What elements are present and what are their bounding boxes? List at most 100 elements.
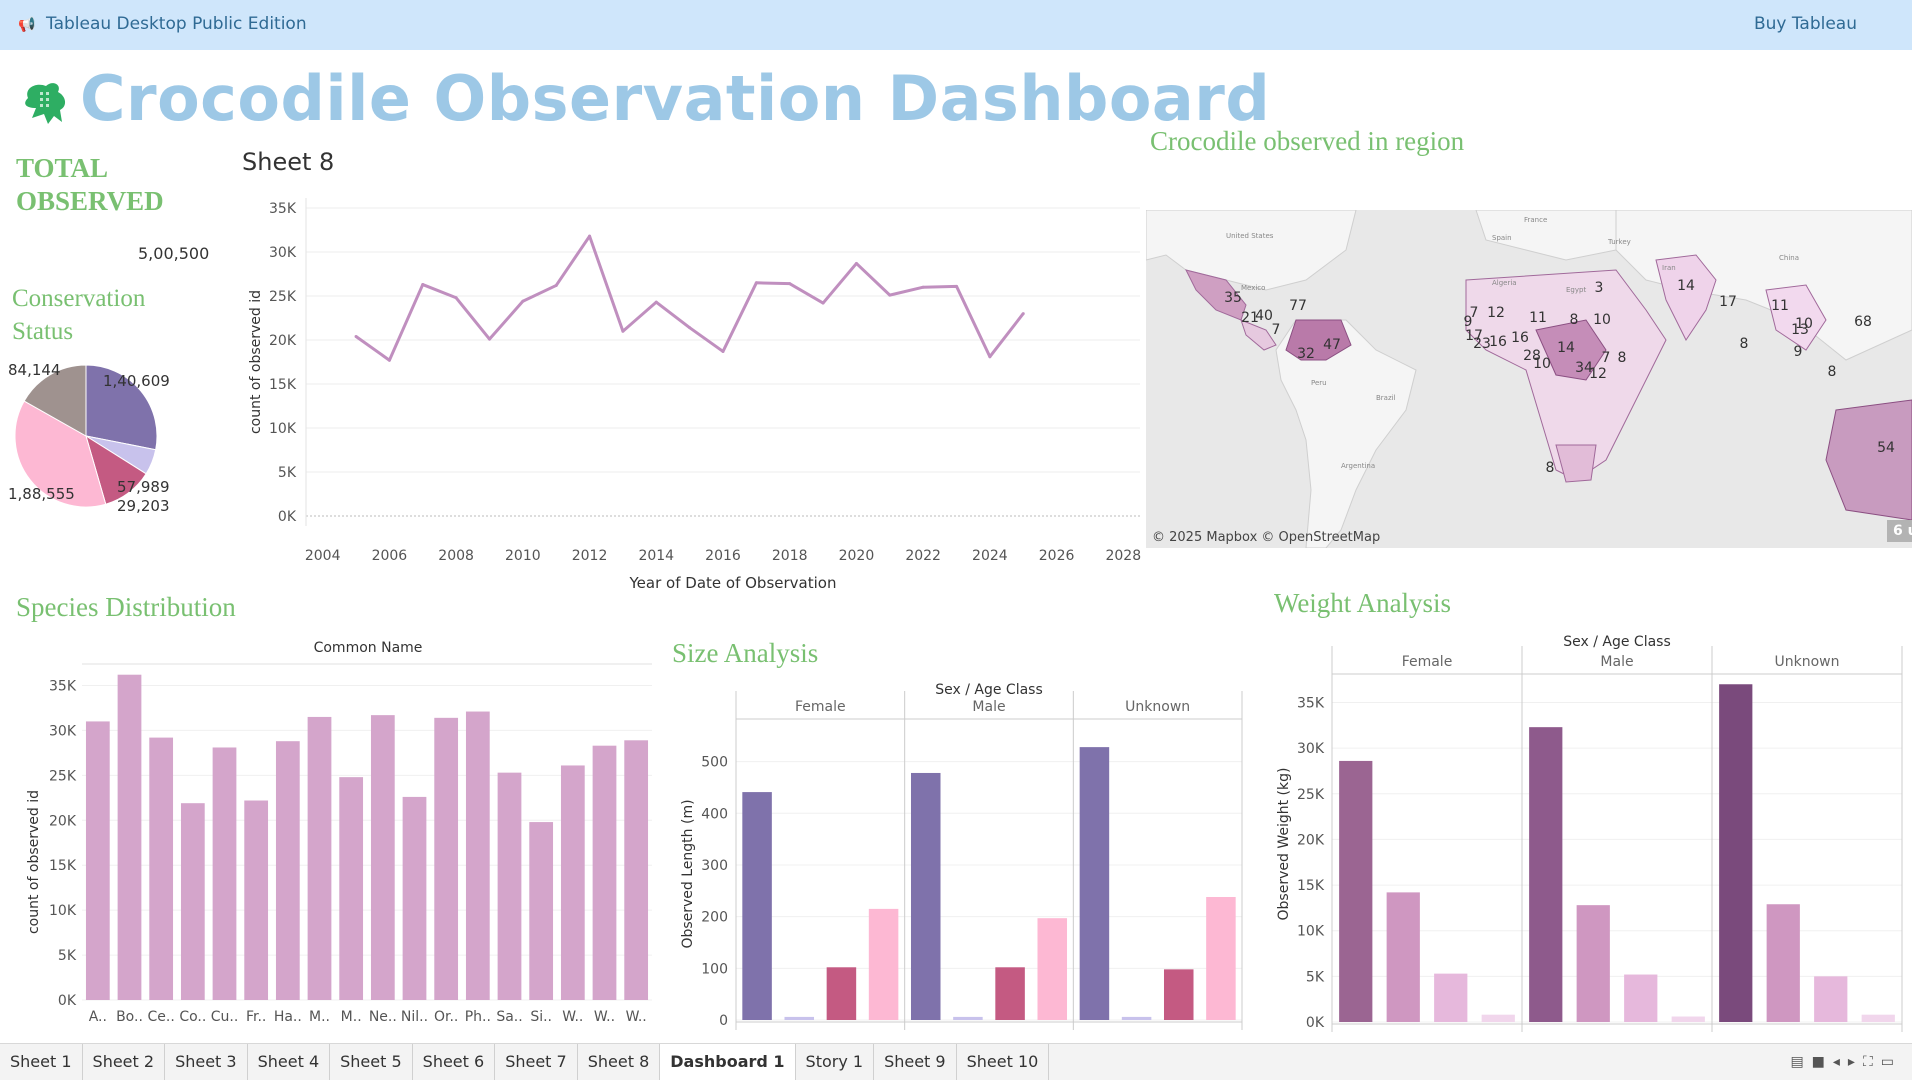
map-count-label: 14 [1677, 278, 1695, 294]
map-count-label: 34 [1575, 360, 1593, 376]
y-tick-label: 20K [269, 333, 297, 349]
size-bar-chart[interactable]: Sex / Age Class 0 100 200 300 400 500 Female Mal… [660, 672, 1250, 1042]
line-point [454, 296, 458, 300]
species-bar-chart[interactable]: Common Name 0K 5K 10K 15K 20K 25K 30K 35K A.. Bo..… [0, 630, 660, 1040]
tab-sheet-1[interactable]: Sheet 1 [0, 1044, 83, 1080]
top-bar: 📢 Tableau Desktop Public Edition Buy Tabl… [0, 0, 1912, 50]
line-point [521, 299, 525, 303]
kpi-title-line1: TOTAL [16, 153, 109, 183]
map-count-label: 11 [1771, 298, 1789, 314]
size-group-label: Male [972, 699, 1005, 715]
y-tick-label: 5K [278, 465, 297, 481]
species-category-label: M.. [341, 1009, 362, 1025]
tab-sheet-10[interactable]: Sheet 10 [957, 1044, 1050, 1080]
species-category-label: Bo.. [116, 1009, 143, 1025]
size-group-label: Female [795, 699, 846, 715]
buy-tableau-link[interactable]: Buy Tableau [1753, 14, 1857, 34]
size-bar [910, 772, 941, 1020]
weight-bar [1814, 976, 1848, 1022]
weight-header: Sex / Age Class [1563, 634, 1671, 650]
tab-sheet-3[interactable]: Sheet 3 [165, 1044, 248, 1080]
x-tick-label: 2018 [772, 548, 808, 564]
weight-y-tick: 10K [1297, 924, 1325, 940]
pie-slice-0 [85, 364, 158, 451]
map-count-label: 9 [1794, 344, 1803, 360]
tab-story-1[interactable]: Story 1 [796, 1044, 875, 1080]
species-bar [592, 745, 617, 1000]
species-bar [180, 803, 205, 1000]
map-count-label: 8 [1828, 364, 1837, 380]
total-observed-value: 5,00,500 [138, 244, 210, 263]
tab-sheet-4[interactable]: Sheet 4 [248, 1044, 331, 1080]
species-y-tick: 10K [49, 903, 77, 919]
map-count-label: 17 [1719, 294, 1737, 310]
tab-sheet-2[interactable]: Sheet 2 [83, 1044, 166, 1080]
size-header: Sex / Age Class [935, 682, 1043, 698]
map-count-label: 13 [1791, 322, 1809, 338]
species-bar [402, 796, 427, 1000]
conservation-pie-chart[interactable] [14, 364, 158, 508]
pie-label-140609: 1,40,609 [103, 372, 170, 390]
species-bar [212, 747, 237, 1000]
species-category-label: Cu.. [211, 1009, 239, 1025]
species-y-axis-label: count of observed id [26, 790, 42, 934]
line-point [421, 283, 425, 287]
public-edition-link[interactable]: 📢 Tableau Desktop Public Edition [18, 14, 307, 34]
x-tick-label: 2028 [1105, 548, 1141, 564]
species-bar [465, 711, 490, 1000]
tab-dashboard-1[interactable]: Dashboard 1 [660, 1044, 796, 1080]
size-y-tick: 500 [701, 755, 728, 771]
dashboard-title: Crocodile Observation Dashboard [80, 62, 1271, 135]
line-point [354, 334, 358, 338]
species-category-label: W.. [626, 1009, 647, 1025]
species-category-label: Ne.. [369, 1009, 397, 1025]
weight-bar [1434, 973, 1468, 1022]
tab-sheet-6[interactable]: Sheet 6 [413, 1044, 496, 1080]
map-count-label: 8 [1570, 312, 1579, 328]
total-observed-title: TOTAL OBSERVED [16, 152, 164, 218]
region-map[interactable]: United States Mexico Brazil Peru Argentina Al… [1146, 210, 1912, 548]
conservation-title-line2: Status [12, 318, 74, 345]
map-count-label: 14 [1557, 340, 1575, 356]
map-count-label: 12 [1487, 305, 1505, 321]
map-country-label: Mexico [1241, 284, 1265, 292]
sheet-nav-controls[interactable]: ▤■◂▸⛶▭ [1790, 1054, 1902, 1070]
tab-sheet-5[interactable]: Sheet 5 [330, 1044, 413, 1080]
size-bar [1121, 1016, 1152, 1020]
species-category-label: M.. [309, 1009, 330, 1025]
crocodile-logo [25, 83, 66, 124]
x-tick-label: 2022 [905, 548, 941, 564]
species-category-label: Ha.. [274, 1009, 302, 1025]
species-category-label: Fr.. [246, 1009, 266, 1025]
weight-group-label: Male [1600, 654, 1633, 670]
y-tick-label: 10K [269, 421, 297, 437]
weight-bar [1339, 760, 1373, 1022]
size-bar [953, 1016, 983, 1020]
size-bar [995, 967, 1025, 1020]
weight-bar-chart[interactable]: Sex / Age Class 0K 5K 10K 15K 20K 25K 30K 35K Fem… [1250, 626, 1912, 1042]
species-category-label: Ph.. [465, 1009, 491, 1025]
pie-label-29203: 29,203 [117, 497, 170, 515]
map-count-label: 3 [1595, 280, 1604, 296]
species-header: Common Name [314, 640, 423, 656]
map-country-label: Brazil [1376, 394, 1396, 402]
species-y-tick: 25K [49, 768, 77, 784]
size-bar [1037, 918, 1068, 1020]
tab-sheet-8[interactable]: Sheet 8 [578, 1044, 661, 1080]
species-y-tick: 30K [49, 723, 77, 739]
observations-line-chart[interactable]: 0K 5K 10K 15K 20K 25K 30K 35K 2004 2006 2008 2010 20… [240, 190, 1146, 600]
weight-y-tick: 30K [1297, 741, 1325, 757]
x-tick-label: 2008 [438, 548, 474, 564]
tab-sheet-9[interactable]: Sheet 9 [874, 1044, 957, 1080]
tab-sheet-7[interactable]: Sheet 7 [495, 1044, 578, 1080]
size-y-axis-label: Observed Length (m) [680, 799, 696, 948]
x-tick-label: 2014 [638, 548, 674, 564]
size-bar [826, 967, 857, 1020]
species-category-label: Si.. [530, 1009, 552, 1025]
map-badge[interactable]: 6 u [1887, 520, 1912, 542]
weight-bar [1671, 1016, 1705, 1022]
species-bar [370, 715, 395, 1000]
pie-label-84144: 84,144 [8, 361, 61, 379]
weight-y-tick: 35K [1297, 696, 1325, 712]
species-distribution-title: Species Distribution [16, 592, 236, 622]
